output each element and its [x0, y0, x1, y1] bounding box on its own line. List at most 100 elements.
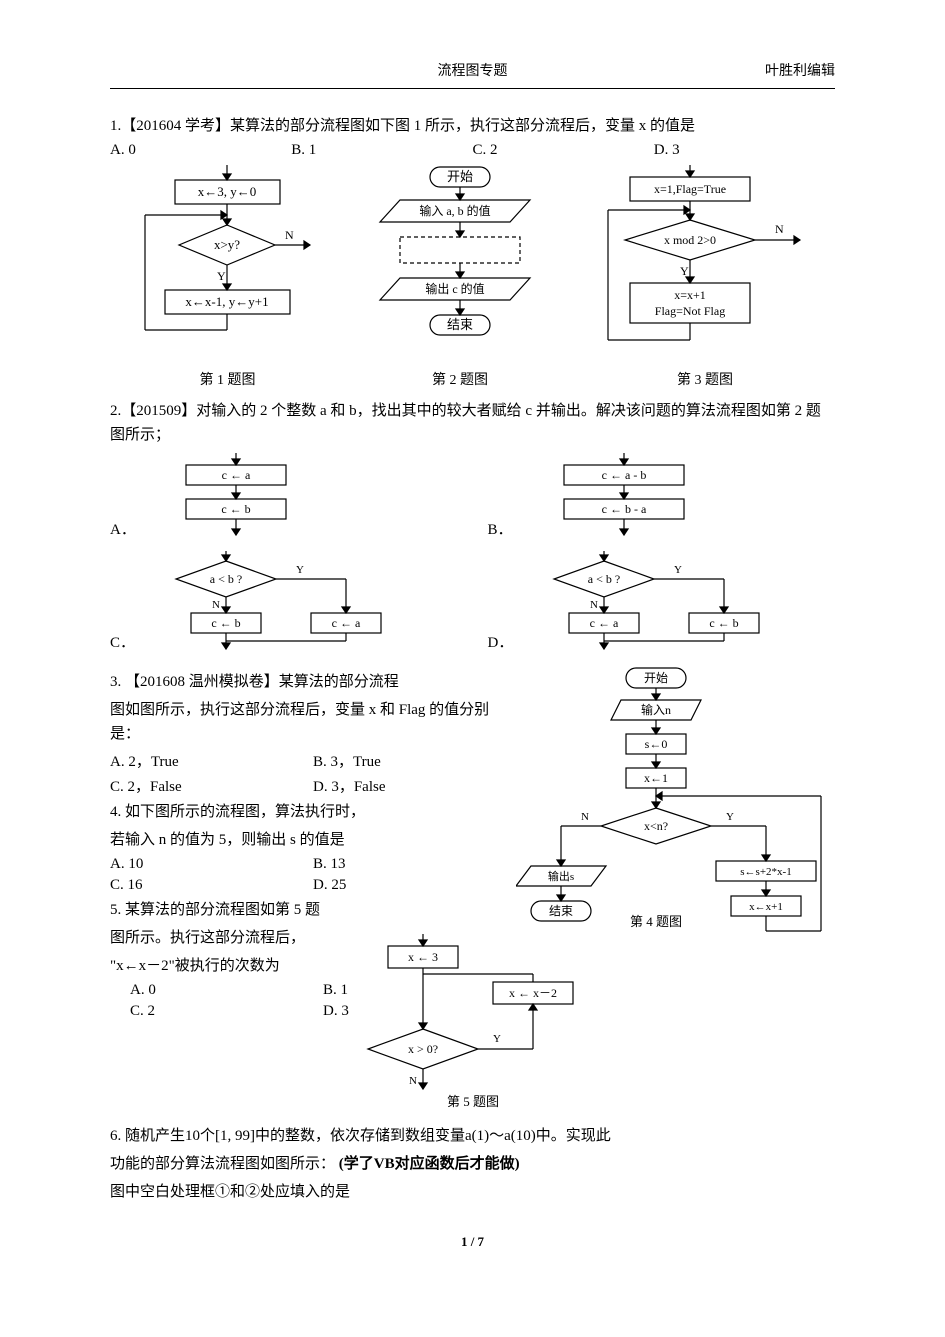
q2a-b2: c ← b — [221, 502, 250, 516]
fig1-box1: x←3, y←0 — [198, 184, 257, 199]
page-header: 流程图专题 叶胜利编辑 — [110, 60, 835, 80]
header-title: 流程图专题 — [352, 60, 594, 80]
document-page: 流程图专题 叶胜利编辑 1.【201604 学考】某算法的部分流程图如下图 1 … — [0, 0, 945, 1280]
q2-opt-a-label: A． — [110, 518, 130, 543]
fig2-start: 开始 — [447, 169, 473, 184]
figure-2: 开始 输入 a, b 的值 输出 c 的值 结束 第 2 题图 — [370, 165, 550, 389]
q6-l1: 6. 随机产生10个[1, 99]中的整数，依次存储到数组变量a(1)～a(10… — [110, 1124, 835, 1148]
q4-y: Y — [726, 811, 734, 823]
q4-b2: x←1 — [644, 771, 668, 785]
fig2-input: 输入 a, b 的值 — [419, 203, 490, 218]
q2d-n: N — [590, 599, 598, 611]
q5-c: C. 2 — [130, 1003, 323, 1020]
q4-input: 输入n — [641, 702, 671, 717]
q2a-b1: c ← a — [222, 468, 251, 482]
q2-opt-b: B． c ← a - b c ← b - a — [488, 453, 836, 543]
flowchart-3: x=1,Flag=True x mod 2>0 Y N x=x+1 Flag=N… — [600, 165, 810, 365]
header-author: 叶胜利编辑 — [593, 60, 835, 80]
q2-text: 2.【201509】对输入的 2 个整数 a 和 b，找出其中的较大者赋给 c … — [110, 399, 835, 447]
q3-opts-r1: A. 2，True B. 3，True — [110, 750, 516, 771]
header-spacer — [110, 60, 352, 80]
q5-caption: 第 5 题图 — [446, 1094, 498, 1109]
q4-c: C. 16 — [110, 877, 313, 894]
q5-y: Y — [493, 1033, 501, 1045]
q1-opt-c: C. 2 — [473, 142, 654, 159]
q6-l2-wrap: 功能的部分算法流程图如图所示： (学了VB对应函数后才能做) — [110, 1152, 835, 1176]
q4-end: 结束 — [549, 904, 573, 918]
q2-opt-c-label: C． — [110, 631, 130, 656]
flowchart-2: 开始 输入 a, b 的值 输出 c 的值 结束 — [370, 165, 550, 365]
q2-options-grid: A． c ← a c ← b B． — [110, 453, 835, 656]
q5-cond: x > 0? — [407, 1042, 437, 1056]
q4-out: 输出s — [548, 869, 574, 883]
q2-opt-d-label: D． — [488, 631, 508, 656]
q2-opt-b-label: B． — [488, 518, 508, 543]
q4-l1: 4. 如下图所示的流程图，算法执行时， — [110, 800, 516, 824]
fig1-n: N — [285, 228, 294, 242]
fig1-y: Y — [217, 269, 226, 283]
q2d-l: c ← a — [589, 616, 618, 630]
q3-l1: 3. 【201608 温州模拟卷】某算法的部分流程 — [110, 670, 516, 694]
header-rule — [110, 88, 835, 89]
q6-bold: (学了VB对应函数后才能做) — [339, 1156, 520, 1172]
q4-l2: 若输入 n 的值为 5，则输出 s 的值是 — [110, 828, 516, 852]
q2d-y: Y — [674, 564, 682, 576]
fig1-diamond: x>y? — [214, 237, 240, 252]
q4-b1: s←0 — [645, 737, 668, 751]
q2d-d: a < b ? — [587, 572, 619, 586]
q3-c: C. 2，False — [110, 775, 313, 796]
q4-start: 开始 — [644, 671, 668, 685]
q4-cond: x<n? — [644, 819, 668, 833]
q2-svg-a: c ← a c ← b — [136, 453, 336, 543]
q4-n: N — [581, 811, 589, 823]
q5-n: N — [409, 1075, 417, 1087]
fig3-diamond: x mod 2>0 — [664, 233, 716, 247]
q1-options: A. 0 B. 1 C. 2 D. 3 — [110, 142, 835, 159]
q3-a: A. 2，True — [110, 750, 313, 771]
q2c-l: c ← b — [211, 616, 240, 630]
q5-b1: x ← 3 — [408, 950, 438, 964]
q6-l2: 功能的部分算法流程图如图所示： — [110, 1156, 335, 1172]
q1-opt-d: D. 3 — [654, 142, 835, 159]
fig1-box2: x←x-1, y←y+1 — [185, 294, 268, 309]
fig3-box2-l2: Flag=Not Flag — [655, 304, 725, 318]
q4-b4: x←x+1 — [749, 901, 783, 913]
q1-opt-a: A. 0 — [110, 142, 291, 159]
q1-figures-row: x←3, y←0 x>y? Y N x←x-1, y←y+1 第 1 题图 — [110, 165, 835, 389]
fig3-n: N — [775, 222, 784, 236]
q3-opts-r2: C. 2，False D. 3，False — [110, 775, 516, 796]
page-footer: 1 / 7 — [110, 1234, 835, 1250]
q2-opt-a: A． c ← a c ← b — [110, 453, 458, 543]
flowchart-1: x←3, y←0 x>y? Y N x←x-1, y←y+1 — [135, 165, 320, 365]
q2c-n: N — [212, 599, 220, 611]
q2-svg-b: c ← a - b c ← b - a — [514, 453, 734, 543]
q5-a: A. 0 — [130, 982, 323, 999]
q5-l1: 5. 某算法的部分流程图如第 5 题 — [110, 898, 516, 922]
fig3-y: Y — [680, 264, 689, 278]
q2c-r: c ← a — [332, 616, 361, 630]
q2c-y: Y — [296, 564, 304, 576]
figure-3: x=1,Flag=True x mod 2>0 Y N x=x+1 Flag=N… — [600, 165, 810, 389]
q4-a: A. 10 — [110, 856, 313, 873]
q4-caption: 第 4 题图 — [630, 914, 682, 929]
q1-text: 1.【201604 学考】某算法的部分流程图如下图 1 所示，执行这部分流程后，… — [110, 114, 835, 138]
q2d-r: c ← b — [709, 616, 738, 630]
q3-l2: 图如图所示，执行这部分流程后，变量 x 和 Flag 的值分别是： — [110, 698, 516, 746]
q4-d: D. 25 — [313, 877, 516, 894]
fig1-caption: 第 1 题图 — [135, 369, 320, 389]
q5-b2: x ← x－2 — [508, 986, 556, 1000]
q2b-b1: c ← a - b — [601, 468, 646, 482]
fig3-caption: 第 3 题图 — [600, 369, 810, 389]
figure-1: x←3, y←0 x>y? Y N x←x-1, y←y+1 第 1 题图 — [135, 165, 320, 389]
fig3-box2-l1: x=x+1 — [674, 288, 706, 302]
q3-b: B. 3，True — [313, 750, 516, 771]
q4-b3: s←s+2*x-1 — [740, 866, 791, 878]
q4-opts-r2: C. 16 D. 25 — [110, 877, 516, 894]
q2-svg-c: a < b ? Y N c ← b c ← a — [136, 551, 396, 656]
q4-b: B. 13 — [313, 856, 516, 873]
q2-opt-d: D． a < b ? Y N c ← a — [488, 551, 836, 656]
q3-d: D. 3，False — [313, 775, 516, 796]
q2-svg-d: a < b ? Y N c ← a c ← b — [514, 551, 774, 656]
q4-opts-r1: A. 10 B. 13 — [110, 856, 516, 873]
q6-l3: 图中空白处理框①和②处应填入的是 — [110, 1180, 835, 1204]
